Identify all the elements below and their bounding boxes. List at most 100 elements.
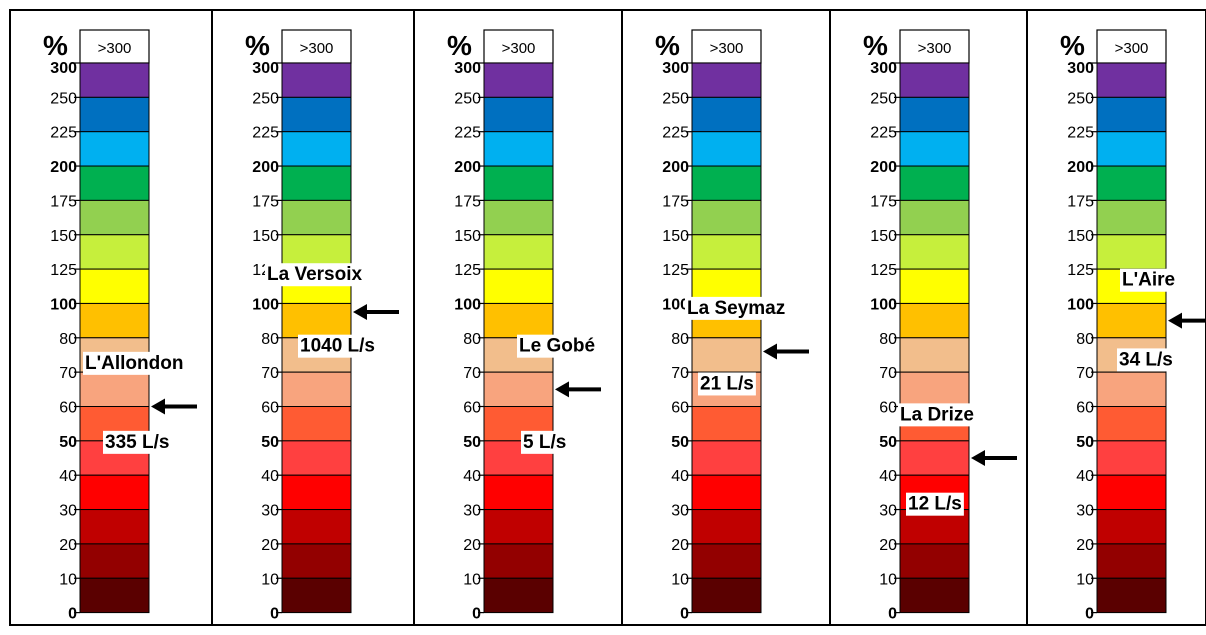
color-band	[281, 406, 352, 442]
color-band	[691, 509, 762, 545]
color-band	[899, 268, 970, 304]
tick-label: 60	[463, 400, 481, 417]
tick-label: 100	[50, 296, 77, 313]
overflow-label: >300	[918, 40, 952, 57]
tick-label: 30	[463, 503, 481, 520]
flow-label-bg	[103, 430, 172, 454]
tick-label: 60	[1076, 400, 1094, 417]
color-band	[899, 577, 970, 614]
tick-label: 50	[59, 434, 77, 451]
color-band	[281, 165, 352, 201]
color-band	[483, 509, 554, 545]
overflow-label: >300	[98, 40, 132, 57]
color-band	[1096, 302, 1167, 339]
color-band	[899, 543, 970, 579]
tick-label: 20	[59, 537, 77, 554]
overflow-box	[483, 29, 554, 64]
tick-label: 10	[463, 571, 481, 588]
color-band	[281, 440, 352, 476]
tick-label: 0	[68, 606, 77, 623]
color-band	[899, 62, 970, 98]
tick-label: 20	[1076, 537, 1094, 554]
gauge-panel-1: % >30030025022520017515012510080706050403…	[43, 29, 197, 623]
color-band	[483, 577, 554, 614]
flow-label-bg	[698, 372, 756, 396]
tick-label: 70	[261, 365, 279, 382]
tick-label: 30	[1076, 503, 1094, 520]
tick-label: 0	[1085, 606, 1094, 623]
color-band	[483, 268, 554, 304]
arrow-head	[1168, 312, 1182, 329]
color-band	[1096, 509, 1167, 545]
station-name: La Seymaz	[687, 298, 785, 319]
color-band	[691, 62, 762, 98]
tick-label: 100	[1067, 296, 1094, 313]
tick-label: 60	[59, 400, 77, 417]
arrow-head	[763, 343, 777, 360]
tick-label: 30	[59, 503, 77, 520]
arrow-head	[555, 381, 569, 398]
tick-label: 300	[252, 60, 279, 77]
tick-label: 125	[662, 262, 689, 279]
tick-label: 0	[472, 606, 481, 623]
color-band	[1096, 543, 1167, 579]
tick-label: 200	[870, 159, 897, 176]
arrow-head	[353, 304, 367, 321]
color-band	[1096, 371, 1167, 407]
overflow-label: >300	[300, 40, 334, 57]
tick-label: 30	[879, 503, 897, 520]
color-band	[1096, 474, 1167, 511]
color-band	[691, 406, 762, 442]
tick-label: 80	[879, 331, 897, 348]
tick-label: 80	[59, 331, 77, 348]
tick-label: 40	[879, 468, 897, 485]
color-band	[281, 62, 352, 98]
tick-label: 0	[270, 606, 279, 623]
tick-label: 200	[454, 159, 481, 176]
tick-label: 50	[261, 434, 279, 451]
color-band	[691, 165, 762, 201]
color-band	[899, 131, 970, 167]
color-band	[1096, 234, 1167, 270]
flow-label: 34 L/s	[1119, 349, 1173, 370]
color-band	[79, 165, 150, 201]
color-band	[281, 302, 352, 339]
gauge-panel-3: % >30030025022520017515012510080706050403…	[447, 29, 601, 623]
flow-label-bg	[298, 334, 377, 358]
tick-label: 175	[662, 193, 689, 210]
tick-label: 250	[662, 90, 689, 107]
tick-label: 80	[261, 331, 279, 348]
tick-label: 175	[50, 193, 77, 210]
tick-label: 175	[1067, 193, 1094, 210]
tick-label: 150	[1067, 228, 1094, 245]
tick-label: 40	[463, 468, 481, 485]
overflow-box	[1096, 29, 1167, 64]
flow-label: 5 L/s	[523, 432, 566, 453]
color-band	[281, 474, 352, 511]
flow-label-bg	[906, 492, 964, 516]
color-band	[483, 371, 554, 407]
tick-label: 225	[870, 125, 897, 142]
tick-label: 30	[671, 503, 689, 520]
tick-label: 50	[463, 434, 481, 451]
station-name-bg	[265, 263, 365, 287]
station-name-bg	[685, 296, 788, 320]
color-band	[1096, 62, 1167, 98]
tick-label: 175	[252, 193, 279, 210]
tick-label: 200	[1067, 159, 1094, 176]
arrow-head	[971, 450, 985, 467]
tick-label: 0	[680, 606, 689, 623]
flow-label-bg	[1117, 348, 1175, 372]
color-band	[79, 371, 150, 407]
tick-label: 10	[879, 571, 897, 588]
color-band	[1096, 165, 1167, 201]
tick-label: 250	[870, 90, 897, 107]
color-band	[79, 131, 150, 167]
tick-label: 100	[662, 296, 689, 313]
color-band	[691, 474, 762, 511]
tick-label: 60	[671, 400, 689, 417]
tick-label: 125	[870, 262, 897, 279]
color-band	[483, 474, 554, 511]
color-band	[281, 509, 352, 545]
